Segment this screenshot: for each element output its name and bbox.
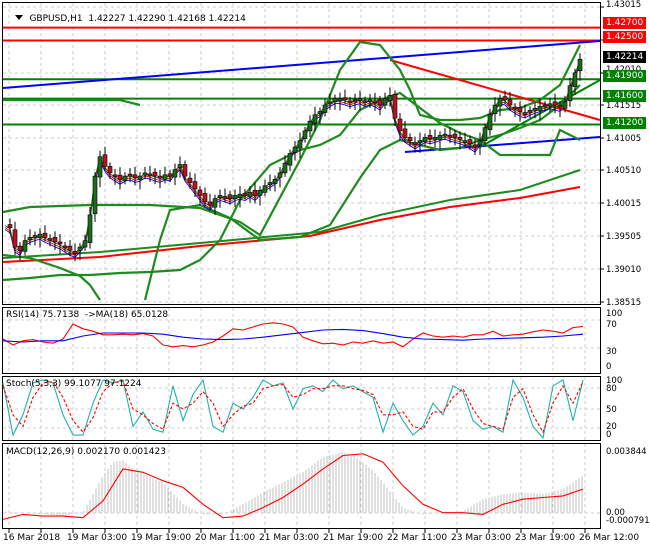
time-axis-label: 19 Mar 19:00 <box>131 533 192 543</box>
stoch-axis-label: 0 <box>606 430 612 440</box>
macd-label: MACD(12,26,9) 0.002170 0.001423 <box>6 447 166 457</box>
macd-axis-label: 0.00 <box>606 508 625 518</box>
time-axis-label: 16 Mar 2018 <box>3 533 61 543</box>
stoch-axis-label: 80 <box>606 384 617 394</box>
stoch-axis-label: 50 <box>606 405 617 415</box>
price-tick-label: 1.39505 <box>606 232 642 242</box>
macd-panel-frame <box>2 443 601 529</box>
rsi-plot <box>2 322 584 348</box>
price-tick-label: 1.41005 <box>606 134 642 144</box>
current-price-tag: 1.42214 <box>603 51 647 63</box>
macd-axis-label: -0.000791 <box>606 516 650 526</box>
time-axis-label: 20 Mar 11:00 <box>195 533 256 543</box>
support-level-tag: 1.41600 <box>603 90 647 102</box>
time-axis-label: 21 Mar 19:00 <box>323 533 384 543</box>
stoch-panel-frame <box>2 376 601 441</box>
rsi-axis-label: 30 <box>606 347 617 357</box>
stoch-axis-label: 20 <box>606 422 617 432</box>
time-axis-label: 23 Mar 19:00 <box>515 533 576 543</box>
price-tick-label: 1.40510 <box>606 166 642 176</box>
stochastic-plot <box>2 378 584 440</box>
rsi-axis-label: 100 <box>606 309 623 319</box>
rsi-label: RSI(14) 75.7138 ->MA(18) 65.0128 <box>6 310 169 320</box>
price-tick-label: 1.38515 <box>606 298 642 308</box>
grid-lines <box>3 3 600 528</box>
ohlc-values: 1.42227 1.42290 1.42168 1.42214 <box>88 14 246 24</box>
time-axis-label: 19 Mar 03:00 <box>67 533 128 543</box>
rsi-panel-frame <box>2 307 601 374</box>
dropdown-triangle-icon[interactable] <box>15 15 24 20</box>
main-panel-frame <box>2 2 601 305</box>
main-price-plot <box>2 26 601 301</box>
price-tick-label: 1.43015 <box>606 0 642 10</box>
resistance-level-tag: 1.42500 <box>603 31 647 43</box>
price-tick-label: 1.39010 <box>606 265 642 275</box>
time-axis-label: 23 Mar 03:00 <box>451 533 512 543</box>
stoch-axis-label: 100 <box>606 376 623 386</box>
price-tick-label: 1.40015 <box>606 199 642 209</box>
time-axis-label: 22 Mar 11:00 <box>387 533 448 543</box>
support-level-tag: 1.41900 <box>603 70 647 82</box>
time-axis-label: 21 Mar 03:00 <box>259 533 320 543</box>
symbol-timeframe: GBPUSD,H1 <box>29 14 83 24</box>
rsi-axis-label: 0 <box>606 362 612 372</box>
macd-axis-label: 0.003844 <box>606 447 647 457</box>
macd-plot <box>2 452 584 520</box>
stoch-label: Stoch(5,3,3) 99.1077 97.1224 <box>6 379 142 389</box>
time-axis-label: 26 Mar 12:00 <box>579 533 640 543</box>
rsi-axis-label: 70 <box>606 320 617 330</box>
chart-title-bar: GBPUSD,H1 1.42227 1.42290 1.42168 1.4221… <box>4 4 246 34</box>
resistance-level-tag: 1.42700 <box>603 17 647 29</box>
support-level-tag: 1.41200 <box>603 117 647 129</box>
price-tick-label: 1.41515 <box>606 101 642 111</box>
